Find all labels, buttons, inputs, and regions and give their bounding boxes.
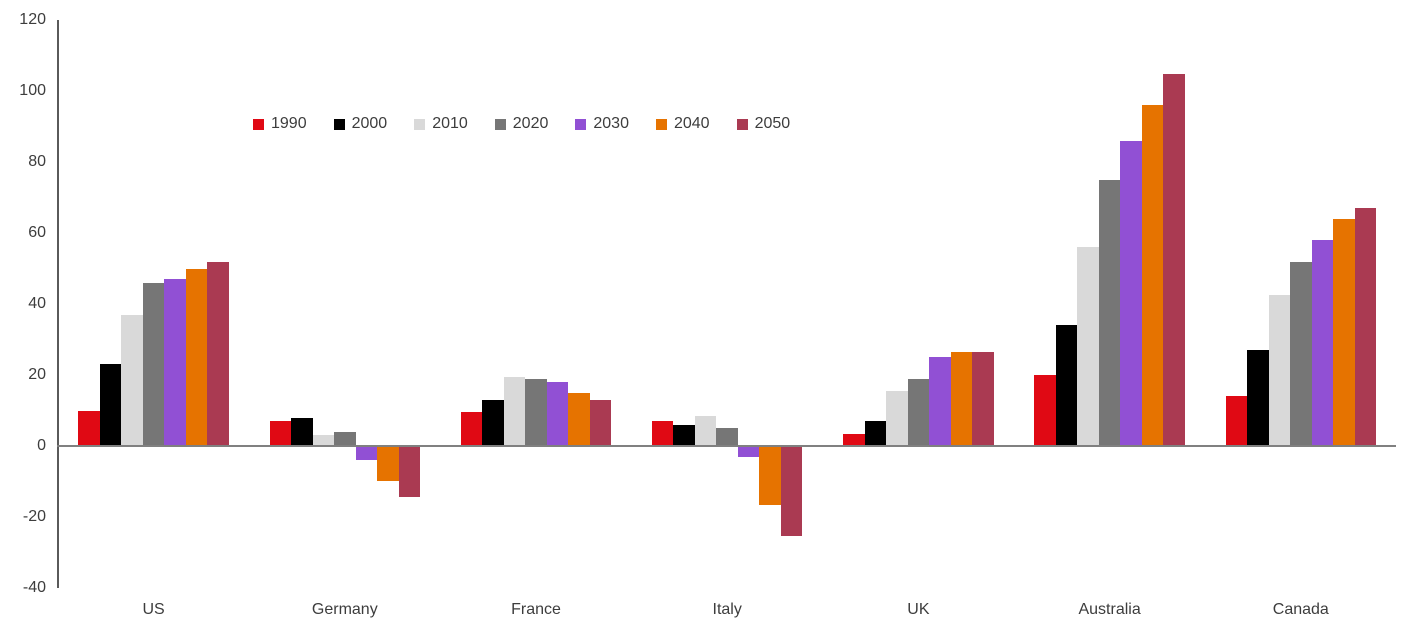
bar-2040-Italy — [759, 446, 781, 505]
y-axis-tick-label: -20 — [22, 507, 46, 525]
legend-swatch-icon — [736, 118, 748, 130]
bar-2010-Australia — [1077, 247, 1099, 446]
y-axis-tick-label: 120 — [19, 11, 46, 29]
bar-2030-Italy — [737, 446, 760, 457]
bar-2050-France — [589, 399, 612, 446]
bar-2010-UK — [886, 391, 908, 446]
legend-item-1990: 1990 — [253, 116, 307, 132]
y-axis-tick-label: 40 — [28, 295, 46, 313]
bar-2000-Italy — [673, 424, 695, 446]
bar-2040-Australia — [1141, 105, 1164, 446]
legend-swatch-icon — [253, 118, 264, 130]
x-axis-label-Germany: Germany — [311, 601, 378, 618]
legend-item-2000: 2000 — [333, 115, 388, 132]
x-axis-label-Australia: Australia — [1078, 601, 1141, 618]
bar-2000-UK — [864, 421, 887, 446]
legend-item-2050: 2050 — [736, 115, 791, 132]
x-axis-label-UK: UK — [907, 601, 930, 618]
bar-2040-US — [185, 268, 208, 446]
legend-label: 2000 — [351, 115, 388, 132]
legend-label: 2010 — [432, 115, 468, 132]
x-axis-label-Canada: Canada — [1272, 601, 1329, 618]
y-axis-tick-label: 20 — [28, 366, 46, 384]
bar-2020-UK — [907, 378, 930, 446]
y-axis-tick-label: -40 — [22, 578, 46, 596]
bar-2040-Canada — [1333, 218, 1355, 446]
bar-2020-Australia — [1098, 179, 1121, 446]
bar-2030-Germany — [355, 446, 378, 461]
bar-1990-Canada — [1225, 396, 1248, 446]
bar-2040-France — [568, 392, 590, 446]
legend-swatch-icon — [575, 118, 587, 130]
y-axis-tick-label: 80 — [28, 153, 46, 171]
bar-2000-Germany — [291, 417, 313, 446]
bar-1990-Germany — [269, 421, 292, 446]
legend-label: 2040 — [673, 115, 710, 132]
bar-2000-Canada — [1247, 350, 1269, 446]
y-axis-line — [57, 20, 59, 588]
legend-swatch-icon — [333, 118, 345, 130]
bar-1990-Italy — [651, 421, 674, 446]
bar-2050-Italy — [780, 446, 803, 537]
bar-2010-Italy — [694, 415, 717, 446]
bar-1990-France — [460, 412, 483, 446]
zero-baseline — [57, 445, 1396, 447]
y-axis-tick-label: 60 — [28, 224, 46, 242]
bar-2000-Australia — [1055, 325, 1078, 446]
bar-2050-US — [207, 261, 229, 446]
bar-2020-US — [142, 282, 165, 446]
bar-2030-Canada — [1311, 240, 1334, 446]
bar-2000-US — [99, 364, 122, 446]
y-axis-tick-label: 0 — [37, 437, 46, 454]
legend-swatch-icon — [414, 118, 426, 130]
bar-2050-Germany — [398, 446, 421, 498]
bar-2030-UK — [929, 357, 951, 446]
legend: 1990 2000 2010 2020 2030 2040 2050 — [253, 116, 790, 132]
legend-item-2030: 2030 — [575, 116, 629, 132]
legend-swatch-icon — [655, 118, 667, 130]
bar-2030-France — [546, 382, 569, 446]
bar-2010-Canada — [1268, 295, 1291, 446]
bar-2020-Germany — [334, 431, 356, 446]
legend-label: 1990 — [271, 115, 307, 132]
bar-2040-Germany — [377, 446, 399, 482]
legend-swatch-icon — [494, 118, 506, 130]
bar-2020-Italy — [716, 428, 738, 446]
bar-2050-Australia — [1163, 73, 1185, 446]
legend-label: 2020 — [512, 115, 549, 132]
bar-1990-US — [78, 410, 100, 446]
x-axis-label-US: US — [142, 601, 165, 618]
bar-2000-France — [482, 399, 504, 446]
bar-2010-Germany — [312, 435, 335, 446]
bar-2010-US — [121, 314, 143, 446]
x-axis-label-France: France — [511, 601, 561, 618]
bar-1990-Australia — [1034, 375, 1056, 446]
bar-2050-UK — [972, 351, 994, 446]
bar-2020-France — [525, 378, 547, 446]
bar-2050-Canada — [1354, 208, 1377, 446]
bar-2030-US — [164, 279, 186, 446]
legend-item-2040: 2040 — [655, 115, 710, 132]
bar-1990-UK — [843, 433, 865, 446]
legend-item-2010: 2010 — [414, 116, 468, 132]
x-axis-label-Italy: Italy — [712, 601, 742, 618]
bar-2030-Australia — [1120, 140, 1142, 446]
bar-2020-Canada — [1290, 261, 1312, 446]
bar-2010-France — [503, 376, 526, 446]
legend-label: 2030 — [593, 115, 629, 132]
legend-item-2020: 2020 — [494, 115, 549, 132]
bar-2040-UK — [950, 351, 973, 446]
y-axis-tick-label: 100 — [19, 82, 46, 100]
legend-label: 2050 — [754, 115, 791, 132]
